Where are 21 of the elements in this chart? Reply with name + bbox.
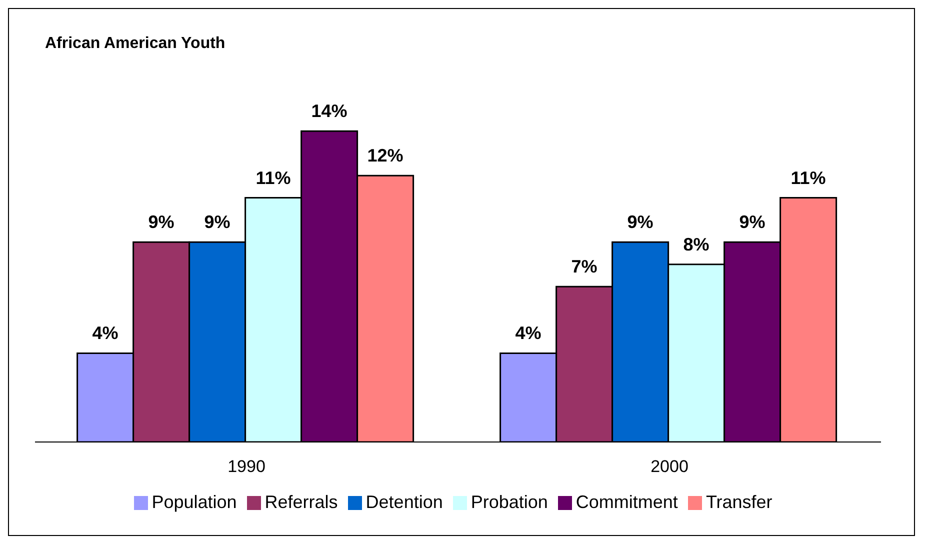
chart-title: African American Youth	[45, 35, 226, 53]
data-label: 9%	[627, 212, 654, 232]
legend-label: Probation	[470, 492, 548, 512]
data-label: 4%	[92, 323, 118, 344]
data-label: 14%	[311, 101, 348, 122]
x-tick-label: 1990	[228, 457, 266, 476]
data-label: 7%	[571, 256, 598, 277]
data-label: 9%	[204, 212, 230, 232]
data-label: 12%	[367, 146, 404, 166]
data-label: 4%	[515, 323, 542, 344]
data-label: 8%	[683, 234, 710, 254]
legend-label: Referrals	[264, 492, 338, 512]
data-label: 9%	[148, 212, 174, 232]
legend-label: Population	[152, 492, 237, 512]
legend-label: Commitment	[576, 492, 678, 512]
data-label: 11%	[790, 168, 826, 188]
legend-label: Transfer	[706, 492, 772, 512]
data-label: 9%	[739, 212, 766, 232]
data-label: 11%	[256, 168, 291, 188]
legend-label: Detention	[366, 492, 443, 512]
x-tick-label: 2000	[650, 457, 688, 476]
